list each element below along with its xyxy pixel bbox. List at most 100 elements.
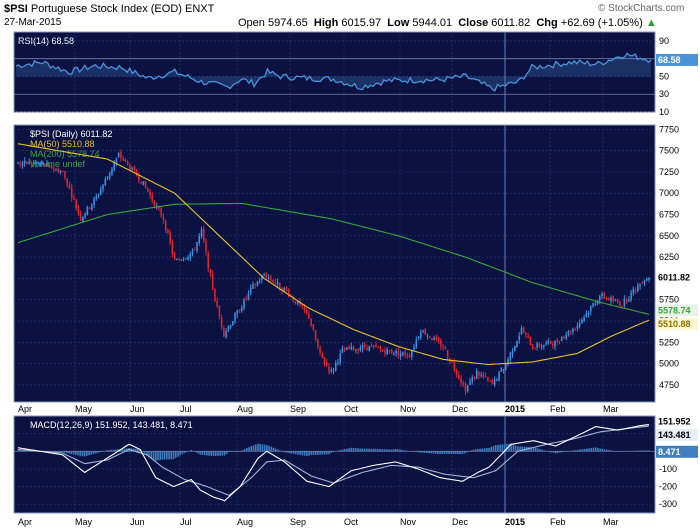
histogram-bar [421,451,424,453]
up-candle [623,298,626,306]
down-candle [372,345,375,347]
rsi-last-value-bg [656,53,698,66]
histogram-bar [346,448,348,452]
histogram-bar [112,449,115,452]
histogram-bar [454,451,457,455]
histogram-bar [521,446,524,452]
up-candle [350,346,353,350]
x-tick-label: Sep [290,517,306,527]
up-candle [200,229,203,237]
up-candle [296,301,299,304]
x-tick-label: Dec [452,404,469,414]
histogram-bar [581,449,584,452]
up-candle [643,280,646,284]
up-candle [466,385,469,392]
down-candle [440,339,442,347]
histogram-bar [461,451,464,455]
histogram-bar [59,451,62,453]
down-candle [209,269,212,275]
histogram-bar [203,451,206,456]
down-candle [446,350,449,358]
histogram-bar [321,451,324,455]
down-candle [388,350,391,352]
up-candle [59,170,62,173]
up-candle [339,353,342,363]
histogram-bar [350,447,353,452]
up-candle [229,325,232,328]
ohlc-summary: Open 5974.65 High 6015.97 Low 5944.01 Cl… [238,17,657,29]
histogram-bar [177,451,179,457]
histogram-bar [174,451,177,458]
histogram-bar [194,451,197,453]
histogram-bar [219,451,221,456]
y-tick-label: 6500 [659,231,679,241]
up-candle [645,279,648,281]
histogram-bar [223,451,226,456]
histogram-bar [310,451,313,456]
up-candle [614,299,617,301]
histogram-bar [81,451,84,457]
down-candle [431,338,433,340]
histogram-bar [430,451,433,454]
histogram-bar [343,449,346,452]
down-candle [444,347,447,350]
down-candle [265,273,268,278]
histogram-bar [426,451,428,454]
down-candle [220,317,223,328]
down-candle [135,169,138,176]
histogram-bar [126,448,128,452]
down-candle [151,194,154,201]
up-candle [234,313,236,322]
histogram-bar [381,449,384,452]
up-candle [585,313,588,318]
histogram-bar [448,451,450,454]
down-candle [122,158,124,161]
ma200-last-value-bg [656,304,698,317]
up-candle [346,347,348,350]
x-tick-label: Nov [400,404,417,414]
down-candle [146,188,149,193]
histogram-bar [423,451,426,453]
up-candle [332,369,335,371]
down-candle [473,376,476,378]
histogram-bar [561,451,564,453]
up-candle [518,335,521,340]
down-candle [323,357,326,364]
down-candle [167,229,169,233]
histogram-bar [301,451,304,456]
histogram-bar [379,449,381,452]
up-candle [17,161,19,163]
up-candle [596,300,599,304]
histogram-bar [403,450,406,452]
histogram-bar [443,451,446,454]
histogram-bar [352,447,355,452]
up-candle [509,352,512,361]
histogram-bar [290,451,293,454]
histogram-bar [437,451,439,454]
up-candle [247,293,250,300]
down-candle [462,383,465,385]
symbol: $PSI [4,3,28,15]
chart-title: $PSI Portuguese Stock Index (EOD) ENXT [4,3,214,15]
down-candle [73,198,75,200]
up-candle [41,162,44,164]
histogram-bar [199,451,201,455]
y-tick-label: 50 [659,71,669,81]
histogram-bar [250,445,253,452]
histogram-bar [121,448,124,452]
histogram-bar [348,448,350,452]
down-candle [381,349,384,351]
histogram-bar [361,448,364,452]
up-candle [426,335,429,337]
up-candle [198,235,201,244]
histogram-bar [366,448,368,452]
histogram-bar [357,448,359,452]
up-candle [516,341,518,348]
histogram-bar [86,451,88,456]
up-candle [249,288,252,293]
histogram-bar [641,450,644,452]
up-candle [547,340,550,344]
up-candle [368,345,371,351]
down-candle [379,347,382,350]
up-candle [84,214,86,218]
